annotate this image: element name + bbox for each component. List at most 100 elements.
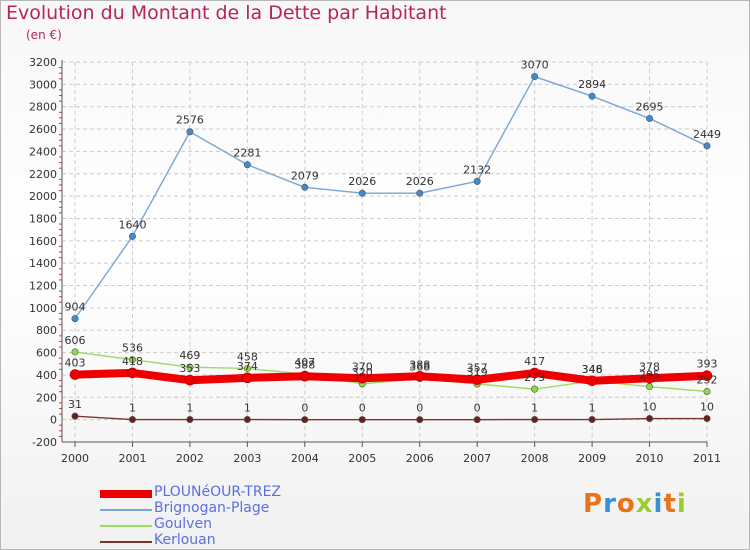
data-label-kerlouan: 0 — [474, 402, 481, 415]
data-point-kerlouan — [301, 416, 309, 424]
data-label-goulven: 295 — [639, 369, 660, 382]
data-point-goulven — [128, 356, 136, 364]
logo-letter: t — [663, 489, 677, 519]
y-tick-label: 800 — [36, 324, 57, 337]
data-point-kerlouan — [646, 415, 654, 423]
data-label-brignogan-plage: 1640 — [118, 218, 146, 231]
data-point-goulven — [71, 348, 79, 356]
x-tick-label: 2000 — [61, 452, 89, 465]
data-point-kerlouan — [588, 416, 596, 424]
logo-letter: i — [653, 489, 664, 519]
data-point-kerlouan — [416, 416, 424, 424]
y-tick-label: 3000 — [29, 78, 57, 91]
data-label-brignogan-plage: 3070 — [521, 59, 549, 72]
data-point-kerlouan — [128, 416, 136, 424]
legend-swatch-goulven — [100, 525, 152, 527]
y-tick-label: 1200 — [29, 280, 57, 293]
data-point-ploun-our-trez — [69, 369, 81, 380]
data-point-brignogan-plage — [531, 73, 539, 81]
data-label-ploun-our-trez: 388 — [409, 358, 430, 371]
data-point-brignogan-plage — [588, 92, 596, 100]
data-label-goulven: 536 — [122, 342, 143, 355]
data-point-kerlouan — [243, 416, 251, 424]
x-tick-label: 2003 — [233, 452, 261, 465]
y-tick-label: 1000 — [29, 302, 57, 315]
data-label-goulven: 458 — [237, 350, 258, 363]
data-label-ploun-our-trez: 388 — [294, 358, 315, 371]
logo-letter: P — [583, 489, 604, 519]
legend-label-goulven: Goulven — [154, 516, 212, 532]
data-point-ploun-our-trez — [529, 367, 540, 379]
legend-swatch-plouneour-trez — [100, 490, 152, 498]
data-point-brignogan-plage — [186, 128, 194, 136]
y-tick-label: 2200 — [29, 168, 57, 181]
data-point-goulven — [186, 363, 194, 371]
x-tick-label: 2006 — [406, 452, 434, 465]
legend-swatch-kerlouan — [100, 541, 152, 543]
data-point-kerlouan — [703, 415, 711, 423]
data-point-goulven — [703, 387, 711, 395]
logo-letter: x — [635, 489, 654, 519]
data-point-goulven — [646, 383, 654, 391]
data-label-kerlouan: 1 — [244, 402, 251, 415]
data-label-ploun-our-trez: 370 — [352, 360, 373, 373]
logo-letter: o — [616, 489, 636, 519]
chart-title: Evolution du Montant de la Dette par Hab… — [6, 2, 447, 24]
data-point-brignogan-plage — [71, 315, 79, 323]
data-point-goulven — [243, 364, 251, 372]
data-label-kerlouan: 1 — [589, 402, 596, 415]
logo-letter: r — [603, 489, 617, 519]
y-tick-label: 600 — [36, 347, 57, 360]
x-tick-label: 2005 — [348, 452, 376, 465]
data-point-kerlouan — [71, 412, 79, 420]
x-tick-label: 2001 — [118, 452, 146, 465]
y-tick-label: 0 — [50, 414, 57, 427]
data-label-brignogan-plage: 2695 — [636, 100, 664, 113]
data-point-brignogan-plage — [416, 189, 424, 197]
data-label-brignogan-plage: 2079 — [291, 169, 319, 182]
proxiti-logo: Proxiti — [583, 489, 687, 519]
data-point-brignogan-plage — [703, 142, 711, 150]
data-label-ploun-our-trez: 418 — [122, 355, 143, 368]
data-point-brignogan-plage — [473, 177, 481, 185]
data-label-brignogan-plage: 2449 — [693, 128, 721, 141]
data-label-kerlouan: 10 — [643, 401, 657, 414]
data-point-kerlouan — [186, 416, 194, 424]
data-label-ploun-our-trez: 403 — [65, 357, 86, 370]
data-label-ploun-our-trez: 353 — [179, 362, 200, 375]
series-line-goulven — [74, 351, 708, 393]
x-tick-label: 2004 — [291, 452, 319, 465]
data-label-kerlouan: 0 — [359, 402, 366, 415]
y-tick-label: 200 — [36, 391, 57, 404]
y-tick-label: 2400 — [29, 145, 57, 158]
y-tick-label: 1600 — [29, 235, 57, 248]
x-tick-label: 2010 — [636, 452, 664, 465]
data-label-kerlouan: 1 — [531, 402, 538, 415]
data-label-kerlouan: 31 — [68, 398, 82, 411]
legend-label-brignogan-plage: Brignogan-Plage — [154, 500, 270, 516]
data-label-kerlouan: 10 — [700, 401, 714, 414]
y-tick-label: 1800 — [29, 212, 57, 225]
data-label-kerlouan: 0 — [301, 402, 308, 415]
data-label-brignogan-plage: 2132 — [463, 163, 491, 176]
data-label-goulven: 319 — [467, 366, 488, 379]
data-point-ploun-our-trez — [644, 372, 655, 384]
legend-label-plouneour-trez: PLOUNéOUR-TREZ — [154, 484, 282, 500]
logo-letter: i — [676, 489, 687, 519]
data-point-ploun-our-trez — [414, 370, 426, 382]
data-label-kerlouan: 1 — [129, 402, 136, 415]
data-point-ploun-our-trez — [242, 372, 253, 384]
data-label-goulven: 252 — [697, 373, 718, 386]
y-tick-label: 3200 — [29, 56, 57, 69]
data-point-ploun-our-trez — [184, 374, 196, 386]
y-tick-label: 2000 — [29, 190, 57, 203]
y-tick-label: 400 — [36, 369, 57, 382]
data-point-ploun-our-trez — [127, 367, 138, 379]
data-label-brignogan-plage: 2576 — [176, 114, 204, 127]
data-label-goulven: 407 — [294, 356, 315, 369]
data-label-ploun-our-trez: 357 — [467, 362, 488, 375]
data-label-brignogan-plage: 904 — [65, 301, 86, 314]
data-label-goulven: 469 — [179, 349, 200, 362]
